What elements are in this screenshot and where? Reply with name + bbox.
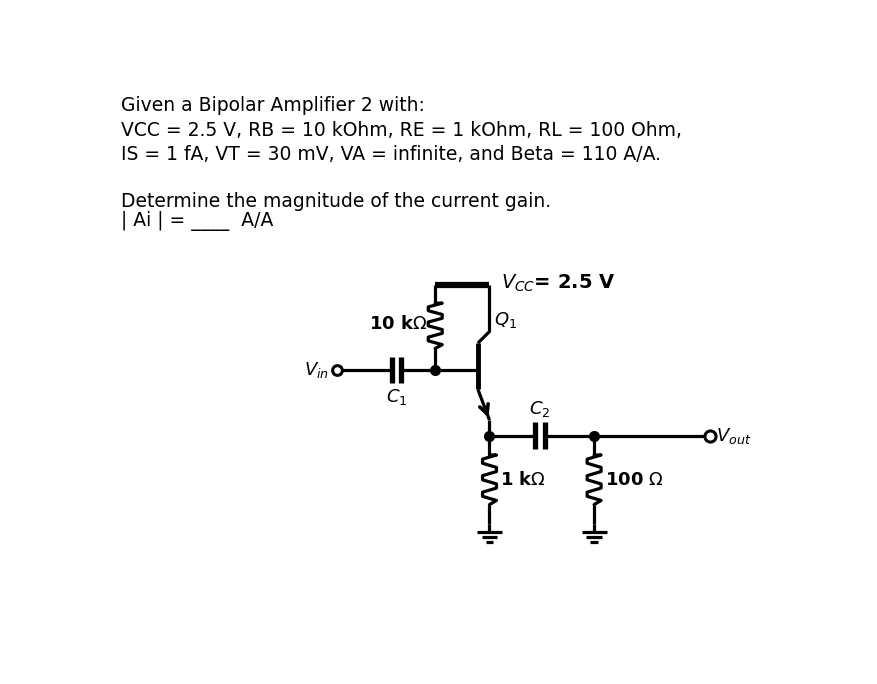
Text: $V_{out}$: $V_{out}$ [715, 425, 751, 445]
Text: 10 k$\Omega$: 10 k$\Omega$ [369, 315, 427, 333]
Text: VCC = 2.5 V, RB = 10 kOhm, RE = 1 kOhm, RL = 100 Ohm,: VCC = 2.5 V, RB = 10 kOhm, RE = 1 kOhm, … [120, 121, 681, 140]
Text: 1 k$\Omega$: 1 k$\Omega$ [500, 471, 545, 489]
Text: | Ai | = ____  A/A: | Ai | = ____ A/A [120, 211, 273, 231]
Text: 100 $\Omega$: 100 $\Omega$ [604, 471, 663, 489]
Text: $V_{in}$: $V_{in}$ [303, 360, 329, 380]
Text: $V_{CC}$= 2.5 V: $V_{CC}$= 2.5 V [501, 273, 615, 295]
Text: IS = 1 fA, VT = 30 mV, VA = infinite, and Beta = 110 A/A.: IS = 1 fA, VT = 30 mV, VA = infinite, an… [120, 145, 660, 164]
Text: $C_2$: $C_2$ [529, 399, 550, 419]
Text: $C_1$: $C_1$ [385, 387, 407, 407]
Text: Determine the magnitude of the current gain.: Determine the magnitude of the current g… [120, 192, 550, 211]
Text: $Q_1$: $Q_1$ [494, 310, 517, 330]
Text: Given a Bipolar Amplifier 2 with:: Given a Bipolar Amplifier 2 with: [120, 96, 424, 115]
